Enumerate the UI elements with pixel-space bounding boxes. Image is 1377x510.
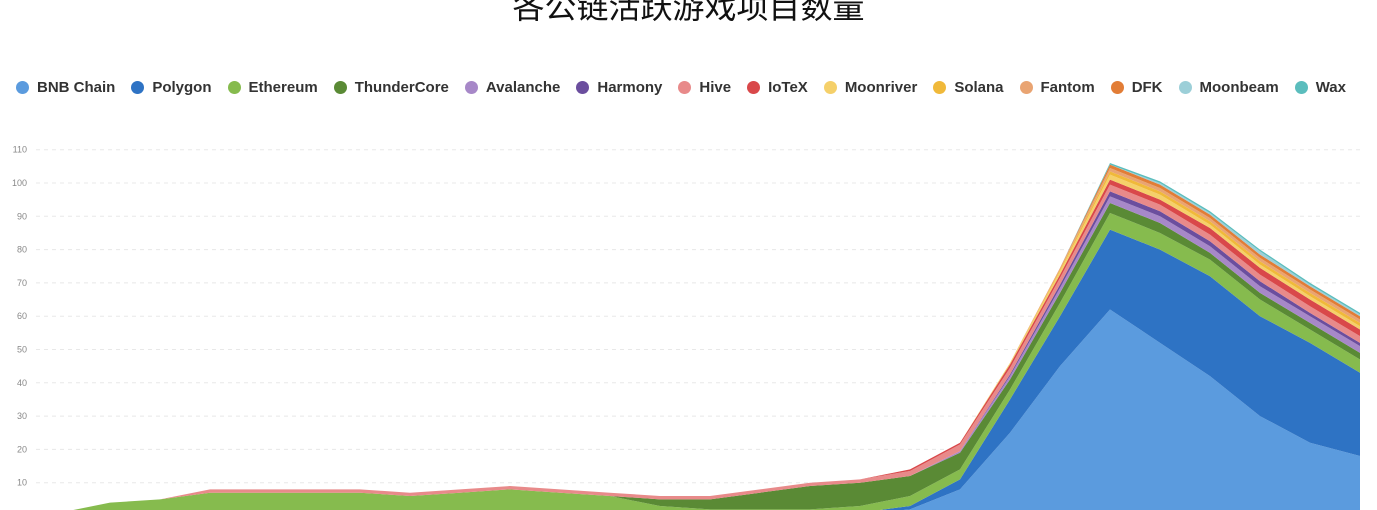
legend-label: DFK [1131,79,1163,96]
legend-item[interactable]: Wax [1294,79,1346,96]
legend-marker [464,81,478,94]
legend-label: BNB Chain [37,79,116,96]
legend-marker [678,81,692,94]
legend-item[interactable]: IoTeX [747,79,808,96]
legend-marker [933,81,947,94]
y-tick-label: 110 [13,145,27,155]
legend-item[interactable]: Hive [678,79,731,96]
legend-item[interactable]: Polygon [131,79,212,96]
legend-label: ThunderCore [354,79,449,96]
legend-label: Polygon [152,79,212,96]
legend-label: Moonriver [844,79,918,96]
legend-item[interactable]: Solana [933,79,1004,96]
legend-marker [333,81,347,94]
legend-item[interactable]: DFK [1110,79,1163,96]
legend-marker [227,81,241,94]
series-area-polygon [880,229,1360,510]
legend-label: Avalanche [485,79,561,96]
legend-label: Harmony [597,79,663,96]
y-tick-label: 10 [17,478,27,488]
legend-label: Moonbeam [1199,79,1279,96]
legend-marker [131,81,145,94]
legend-marker [747,81,761,94]
legend-marker [1110,81,1124,94]
legend-label: Wax [1315,79,1346,96]
chart-title: 各公链活跃游戏项目数量 [512,0,865,26]
legend-item[interactable]: ThunderCore [333,79,449,96]
legend-item[interactable]: Fantom [1019,79,1095,96]
legend-item[interactable]: Ethereum [227,79,318,96]
legend-item[interactable]: BNB Chain [16,79,115,96]
y-tick-label: 60 [17,311,27,321]
y-tick-label: 40 [17,378,27,388]
legend-label: Fantom [1040,79,1095,96]
y-tick-label: 20 [17,444,27,454]
legend-item[interactable]: Moonriver [823,79,918,96]
y-tick-label: 50 [17,345,27,355]
legend-label: Hive [699,79,732,96]
legend: BNB Chain Polygon Ethereum ThunderCore Avala… [16,79,1362,96]
legend-label: Ethereum [248,79,318,96]
legend-item[interactable]: Harmony [576,79,662,96]
series-area-bnb-chain [903,309,1360,510]
y-tick-label: 80 [17,245,27,255]
legend-label: IoTeX [768,79,808,96]
y-tick-label: 70 [17,278,27,288]
legend-marker [1019,81,1033,94]
legend-item[interactable]: Avalanche [464,79,561,96]
legend-label: Solana [954,79,1004,96]
y-tick-label: 100 [12,178,27,188]
legend-marker [823,81,837,94]
legend-marker [576,81,590,94]
legend-marker [1178,81,1192,94]
legend-marker [16,81,29,94]
y-tick-label: 30 [17,411,27,421]
legend-marker [1294,81,1308,94]
legend-item[interactable]: Moonbeam [1178,79,1279,96]
y-tick-label: 90 [17,211,27,221]
